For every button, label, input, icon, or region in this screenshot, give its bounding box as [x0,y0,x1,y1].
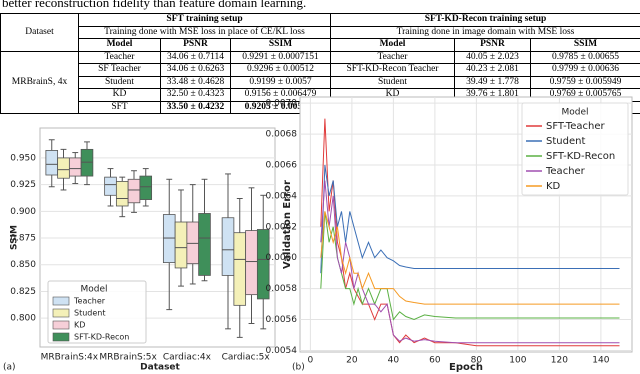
y-tick-label: 0.0062 [266,222,298,232]
box [198,213,211,276]
box [162,214,176,264]
legend-label: SFT-Teacher [546,121,605,132]
y-tick-label: 0.925 [10,180,36,190]
header-text: better reconstruction fidelity than feat… [2,0,307,10]
y-tick-label: 0.850 [10,260,36,270]
y-tick-label: 0.0056 [266,315,298,325]
box [245,230,258,296]
y-tick-label: 0.0064 [266,191,298,201]
x-axis-label: Dataset [140,363,180,373]
x-tick-label: Cardiac:5x [222,353,271,363]
column-row: Model PSNR SSIM Model PSNR SSIM [1,38,640,52]
box [186,221,200,265]
x-tick-label: 20 [346,356,358,366]
y-axis-label: SSIM [10,225,20,250]
line [320,164,620,274]
header-row: Dataset SFT training setup SFT-KD-Recon tr… [0,13,640,52]
line [320,180,620,344]
y-tick-label: 0.875 [10,234,36,244]
x-tick-label: 80 [471,356,483,366]
legend-label: SFT-KD-Recon [74,333,129,342]
legend-swatch [52,320,70,330]
y-tick-label: 0.900 [10,207,36,217]
legend-swatch [52,296,70,306]
x-tick-label: 40 [388,356,400,366]
box [57,157,70,179]
y-tick-label: 0.825 [10,287,36,297]
y-tick-label: 0.0054 [266,346,298,356]
legend-label: KD [74,321,85,330]
legend-label: Student [546,136,585,147]
legend-box [47,280,147,344]
x-tick-label: MRBrainS:4x [41,353,99,363]
box [127,178,141,204]
table-row: SF Teacher 34.06 ± 0.6263 0.9296 ± 0.00512… [1,63,640,77]
y-tick-label: 0.0070 [266,99,298,109]
panel-label: (a) [3,363,16,373]
box [45,150,59,176]
x-tick-label: 0 [308,356,314,366]
legend-label: Teacher [545,166,586,177]
box [221,217,235,276]
legend-box [521,102,629,196]
y-tick-label: 0.0068 [266,130,298,140]
y-tick-label: 0.0060 [266,253,298,263]
box [68,157,82,177]
box [256,229,270,300]
y-tick-label: 0.950 [10,153,36,163]
x-tick-label: 140 [592,356,609,366]
table-row: Student 33.48 ± 0.4628 0.9199 ± 0.0057 Stud… [1,75,640,89]
y-tick-label: 0.0058 [266,284,298,294]
x-axis-label: Epoch [449,362,483,373]
panel-label: (b) [292,363,305,373]
legend-label: KD [546,181,561,192]
box [233,232,247,306]
x-tick-label: Cardiac:4x [163,353,212,363]
box [174,221,188,269]
legend-label: Teacher [73,297,106,306]
y-axis-label: Validation Error [282,180,293,269]
legend-title: Model [561,108,588,118]
y-tick-label: 0.800 [10,314,36,324]
legend-label: SFT-KD-Recon [546,151,615,162]
line [320,211,620,305]
box [104,176,117,196]
box [80,148,94,177]
legend-swatch [52,308,70,318]
x-tick-label: 120 [551,356,568,366]
legend-swatch [52,332,70,342]
legend-title: Model [80,285,107,295]
x-tick-label: 100 [509,356,526,366]
box [115,181,129,207]
x-tick-label: 60 [429,356,441,366]
y-tick-label: 0.0066 [266,161,298,171]
x-tick-label: MRBrainS:5x [99,353,157,363]
box [139,175,153,200]
legend-label: Student [74,309,106,318]
